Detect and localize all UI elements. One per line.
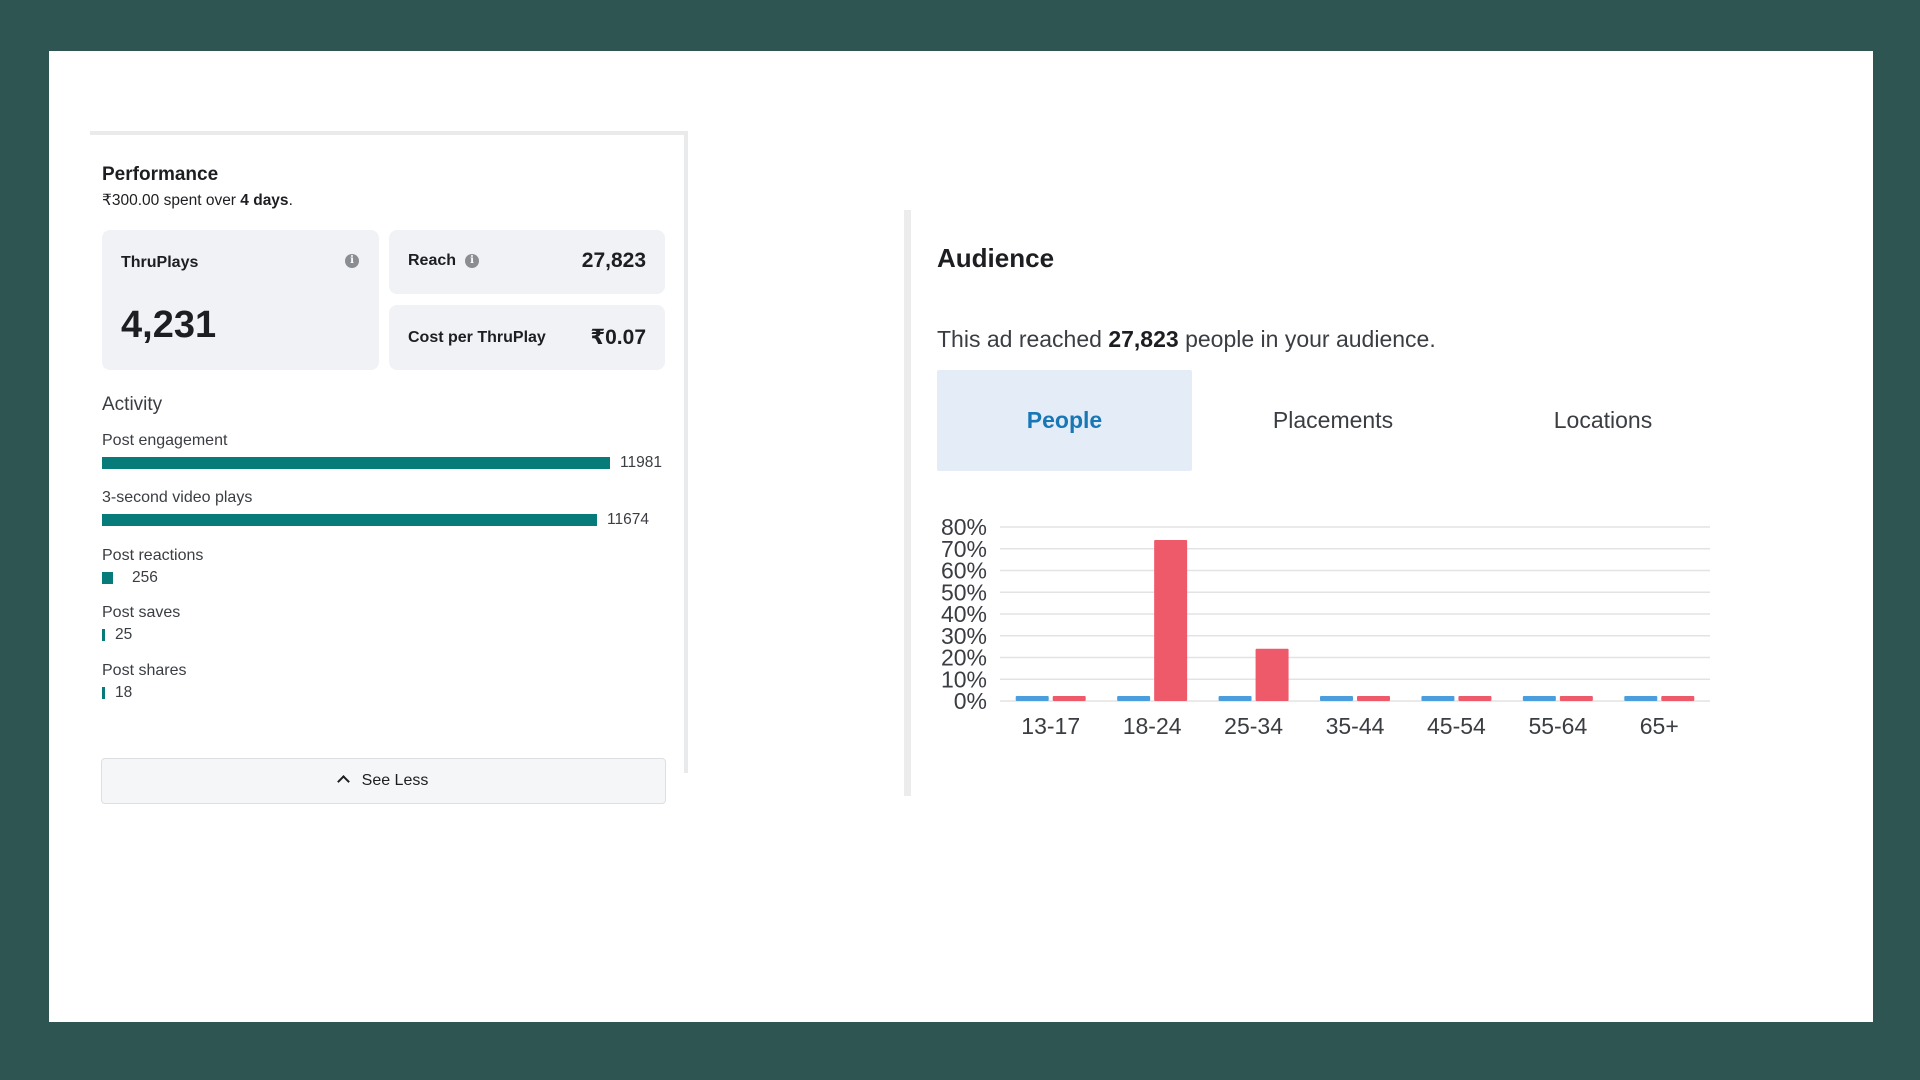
activity-value: 11674 <box>607 511 649 528</box>
y-tick-label: 50% <box>941 579 987 605</box>
spent-amount: ₹300.00 <box>102 192 160 209</box>
activity-row: 3-second video plays 11674 <box>102 489 662 539</box>
chart-bar <box>1052 696 1086 701</box>
chart-bar <box>1255 648 1289 701</box>
activity-bar <box>102 687 105 699</box>
audience-divider <box>904 210 911 796</box>
reach-text-post: people in your audience. <box>1185 326 1436 352</box>
thruplays-label: ThruPlays <box>121 254 199 271</box>
info-icon[interactable]: i <box>345 254 359 268</box>
reach-value: 27,823 <box>581 249 646 272</box>
activity-row: Post saves 25 <box>102 604 662 654</box>
spent-mid-text: spent over <box>163 192 236 209</box>
performance-spend-summary: ₹300.00 spent over 4 days. <box>102 191 293 210</box>
chart-bar <box>1218 696 1252 701</box>
y-tick-label: 20% <box>941 645 987 671</box>
performance-card: Performance ₹300.00 spent over 4 days. T… <box>90 131 688 804</box>
chart-bar <box>1559 696 1593 701</box>
y-tick-label: 40% <box>941 601 987 627</box>
cost-per-thruplay-label: Cost per ThruPlay <box>408 329 546 346</box>
chart-bar <box>1320 696 1353 701</box>
chart-bar <box>1624 696 1658 701</box>
audience-reach-summary: This ad reached 27,823 people in your au… <box>937 326 1436 353</box>
chart-bar <box>1522 696 1556 701</box>
y-tick-label: 0% <box>954 688 987 714</box>
activity-bar <box>102 629 105 641</box>
activity-title: Activity <box>102 394 163 415</box>
see-less-button[interactable]: See Less <box>101 758 666 804</box>
audience-title: Audience <box>937 243 1055 273</box>
x-tick-label: 25-34 <box>1224 713 1283 739</box>
chart-bar <box>1015 696 1049 701</box>
chart-bar <box>1154 540 1188 701</box>
y-tick-label: 10% <box>941 666 987 692</box>
activity-value: 18 <box>115 684 133 701</box>
see-less-label: See Less <box>361 772 429 789</box>
y-tick-label: 30% <box>941 623 987 649</box>
chart-bar <box>1357 696 1390 701</box>
cost-per-thruplay-value: ₹0.07 <box>590 326 646 349</box>
tab-placements[interactable]: Placements <box>1272 407 1394 433</box>
spent-end: . <box>288 192 293 209</box>
activity-value: 256 <box>132 569 158 586</box>
activity-bar <box>102 572 113 584</box>
activity-label: Post shares <box>102 662 187 679</box>
chart-bar <box>1117 696 1151 701</box>
activity-label: 3-second video plays <box>102 489 253 506</box>
chevron-up-icon <box>336 775 350 788</box>
reach-text-pre: This ad reached <box>937 326 1102 352</box>
activity-row: Post reactions 256 <box>102 547 662 597</box>
activity-row: Post shares 18 <box>102 662 662 712</box>
performance-title: Performance <box>102 164 219 185</box>
reach-metric: Reach i 27,823 <box>389 230 665 294</box>
chart-bar <box>1661 696 1695 701</box>
y-tick-label: 60% <box>941 558 987 584</box>
y-tick-label: 70% <box>941 536 987 562</box>
reach-label: Reach <box>408 252 457 269</box>
activity-label: Post saves <box>102 604 181 621</box>
x-tick-label: 65+ <box>1640 713 1679 739</box>
activity-value: 11981 <box>620 454 662 471</box>
chart-bar <box>1421 696 1455 701</box>
x-tick-label: 45-54 <box>1427 713 1486 739</box>
reach-count: 27,823 <box>1108 326 1179 352</box>
activity-value: 25 <box>115 626 133 643</box>
activity-bar <box>102 457 610 469</box>
x-tick-label: 55-64 <box>1528 713 1587 739</box>
x-tick-label: 35-44 <box>1326 713 1385 739</box>
spent-days: 4 days <box>240 192 289 209</box>
chart-bar <box>1458 696 1492 701</box>
activity-bar <box>102 514 597 526</box>
activity-row: Post engagement 11981 <box>102 432 662 482</box>
tab-people[interactable]: People <box>937 370 1192 471</box>
y-tick-label: 80% <box>941 514 987 540</box>
thruplays-value: 4,231 <box>121 304 217 346</box>
activity-label: Post engagement <box>102 432 228 449</box>
tab-locations[interactable]: Locations <box>1553 407 1653 433</box>
x-tick-label: 18-24 <box>1123 713 1182 739</box>
x-tick-label: 13-17 <box>1021 713 1080 739</box>
thruplays-metric: ThruPlays i 4,231 <box>102 230 379 370</box>
cost-per-thruplay-metric: Cost per ThruPlay ₹0.07 <box>389 305 665 370</box>
info-icon[interactable]: i <box>465 254 479 268</box>
age-gender-chart: 0%10%20%30%40%50%60%70%80% 13-17 18-24 25-3… <box>941 514 1710 739</box>
activity-label: Post reactions <box>102 547 204 564</box>
